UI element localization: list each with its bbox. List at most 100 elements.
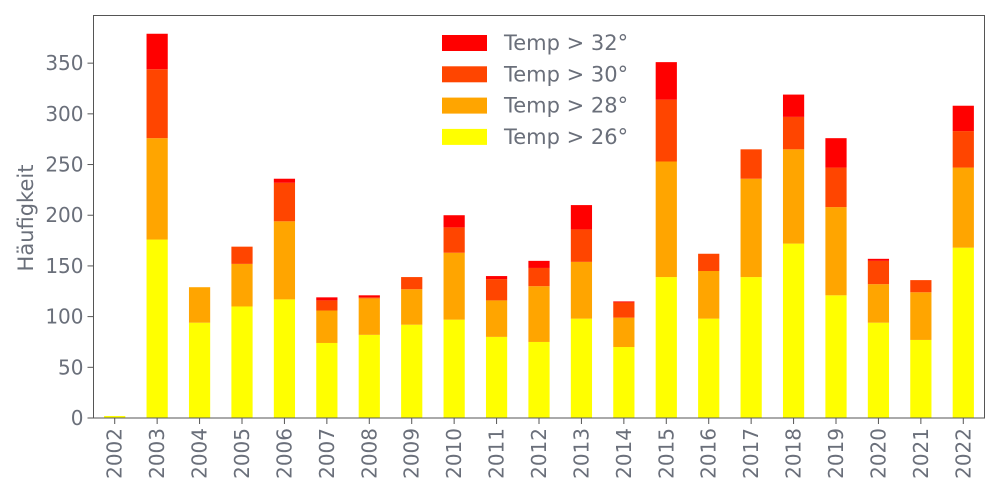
bar-segment-2006-series-1	[273, 221, 296, 300]
bar-segment-2017-series-2	[740, 149, 762, 179]
bar-segment-2020-series-3	[867, 258, 890, 261]
bar-segment-2018-series-1	[782, 149, 805, 244]
bar-segment-2022-series-3	[952, 105, 974, 132]
bar-segment-2002-series-0	[104, 415, 126, 418]
y-tick-label: 150	[45, 254, 83, 278]
bar-segment-2020-series-0	[867, 322, 890, 418]
y-tick-label: 50	[58, 355, 83, 379]
bar-segment-2018-series-0	[782, 243, 805, 418]
bar-segment-2012-series-2	[528, 267, 550, 287]
bar-segment-2010-series-1	[443, 252, 465, 320]
bar-segment-2014-series-1	[613, 317, 635, 348]
legend-label: Temp > 32°	[503, 31, 628, 55]
bar-segment-2012-series-1	[528, 286, 550, 342]
bar-segment-2017-series-0	[740, 277, 762, 418]
bar-segment-2007-series-1	[316, 310, 338, 343]
bar-segment-2010-series-0	[443, 319, 465, 418]
bar-segment-2005-series-0	[231, 306, 253, 418]
bar-segment-2018-series-2	[782, 116, 805, 150]
x-tick-label: 2018	[782, 428, 806, 479]
bar-segment-2010-series-2	[443, 227, 465, 253]
bar-segment-2015-series-2	[655, 99, 677, 162]
x-tick-label: 2014	[612, 428, 636, 479]
legend-label: Temp > 26°	[503, 125, 628, 149]
x-tick-label: 2005	[230, 428, 254, 479]
x-tick-label: 2004	[188, 428, 212, 479]
x-axis: 2002 2003 2004 2005 2006 2007 2008 2009 2010 2011…	[103, 418, 975, 479]
bar-segment-2005-series-2	[231, 246, 253, 264]
bar-segment-2009-series-0	[401, 324, 423, 418]
bar-segment-2015-series-3	[655, 62, 677, 100]
bar-segment-2011-series-0	[485, 336, 508, 418]
x-tick-label: 2010	[442, 428, 466, 479]
legend-swatch	[442, 128, 487, 145]
bar-segment-2010-series-3	[443, 215, 465, 228]
bar-segment-2020-series-1	[867, 284, 890, 323]
x-tick-label: 2009	[400, 428, 424, 479]
x-tick-label: 2011	[485, 428, 509, 479]
bar-segment-2009-series-2	[401, 277, 423, 290]
legend: Temp > 32° Temp > 30° Temp > 28° Temp > 26°	[442, 31, 628, 149]
bar-segment-2003-series-1	[146, 138, 168, 240]
bar-segment-2003-series-3	[146, 33, 168, 70]
y-axis-label: Häufigkeit	[14, 165, 38, 272]
legend-swatch	[442, 66, 487, 83]
bar-segment-2013-series-3	[570, 205, 593, 230]
bar-segment-2015-series-1	[655, 161, 677, 278]
bar-segment-2013-series-0	[570, 318, 593, 418]
bar-segment-2022-series-0	[952, 247, 974, 418]
x-tick-label: 2020	[866, 428, 890, 479]
y-tick-label: 350	[45, 51, 83, 75]
x-tick-label: 2017	[739, 428, 763, 479]
bar-segment-2007-series-0	[316, 342, 338, 418]
bar-segment-2007-series-3	[316, 297, 338, 301]
bar-segment-2006-series-0	[273, 299, 296, 418]
bar-segment-2014-series-0	[613, 347, 635, 418]
y-tick-label: 200	[45, 203, 83, 227]
x-tick-label: 2021	[909, 428, 933, 479]
bar-segment-2004-series-0	[188, 322, 211, 418]
x-tick-label: 2019	[824, 428, 848, 479]
x-tick-label: 2015	[654, 428, 678, 479]
bar-segment-2012-series-3	[528, 260, 550, 268]
y-axis: 0 50 100 150 200 250 300 350	[45, 51, 94, 430]
bar-segment-2008-series-1	[358, 298, 380, 335]
bar-segment-2016-series-2	[698, 253, 720, 271]
bar-segment-2022-series-1	[952, 167, 974, 248]
x-tick-label: 2013	[569, 428, 593, 479]
x-tick-label: 2008	[357, 428, 381, 479]
legend-swatch	[442, 97, 487, 114]
bar-segment-2005-series-1	[231, 263, 253, 307]
bar-segment-2008-series-2	[358, 297, 380, 299]
x-tick-label: 2022	[951, 428, 975, 479]
x-tick-label: 2007	[315, 428, 339, 479]
bar-segment-2018-series-3	[782, 94, 805, 117]
y-tick-label: 300	[45, 102, 83, 126]
legend-label: Temp > 28°	[503, 94, 628, 118]
bar-segment-2019-series-1	[825, 207, 847, 296]
x-tick-label: 2002	[103, 428, 127, 479]
x-tick-label: 2016	[697, 428, 721, 479]
bar-segment-2017-series-1	[740, 178, 762, 278]
y-tick-label: 100	[45, 305, 83, 329]
bar-segment-2019-series-3	[825, 138, 847, 168]
bar-segment-2011-series-3	[485, 276, 508, 280]
bar-segment-2013-series-2	[570, 229, 593, 262]
bar-segment-2012-series-0	[528, 341, 550, 418]
y-tick-label: 0	[71, 406, 84, 430]
legend-label: Temp > 30°	[503, 62, 628, 86]
bar-segment-2020-series-2	[867, 260, 890, 285]
bar-segment-2008-series-3	[358, 295, 380, 298]
bars-group	[104, 33, 974, 418]
bar-segment-2021-series-0	[910, 339, 932, 418]
x-tick-label: 2003	[145, 428, 169, 479]
y-tick-label: 250	[45, 153, 83, 177]
bar-segment-2022-series-2	[952, 131, 974, 168]
bar-segment-2006-series-2	[273, 182, 296, 222]
bar-segment-2011-series-2	[485, 279, 508, 301]
bar-segment-2008-series-0	[358, 334, 380, 418]
bar-segment-2014-series-3	[613, 301, 635, 303]
bar-segment-2004-series-1	[188, 287, 211, 323]
bar-segment-2021-series-2	[910, 280, 932, 293]
